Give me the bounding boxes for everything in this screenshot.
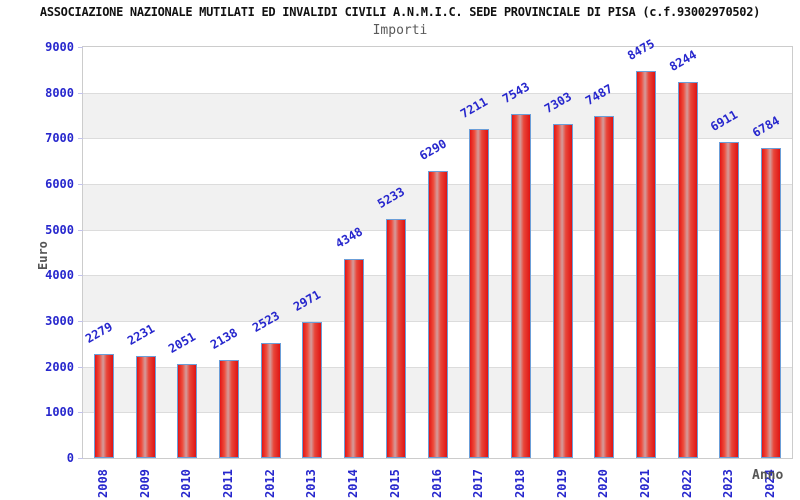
x-axis-tick-label: 2019 [554, 469, 569, 498]
x-axis-tick-label: 2011 [220, 469, 235, 498]
y-axis-tick [78, 412, 83, 414]
bar [260, 342, 281, 458]
y-axis-tick-label: 1000 [45, 405, 74, 420]
bar [93, 353, 114, 458]
x-axis-tick-label: 2020 [596, 469, 611, 498]
chart-title: ASSOCIAZIONE NAZIONALE MUTILATI ED INVAL… [39, 5, 761, 19]
y-axis-title: Euro [36, 241, 50, 270]
y-axis-tick [78, 138, 83, 140]
plot-band [83, 92, 792, 139]
x-axis-tick-label: 2013 [304, 469, 319, 498]
x-axis-tick-label: 2021 [638, 469, 653, 498]
y-axis-tick-label: 0 [66, 451, 74, 465]
bar [636, 70, 657, 458]
gridline [83, 92, 792, 94]
x-axis-tick-label: 2008 [95, 469, 110, 498]
y-axis-tick [78, 366, 83, 368]
y-axis-tick-label: 4000 [45, 268, 74, 283]
x-axis-tick-label: 2009 [137, 469, 152, 498]
bar [385, 219, 406, 458]
y-axis-tick [78, 184, 83, 185]
bar [427, 170, 448, 458]
x-axis-tick-label: 2014 [346, 469, 361, 498]
y-axis-tick [78, 92, 83, 94]
x-axis-tick-label: 2017 [471, 469, 486, 498]
bar [218, 360, 239, 458]
y-axis-tick [78, 321, 83, 322]
gridline [83, 138, 792, 140]
bar [177, 364, 198, 458]
y-axis-tick-label: 3000 [45, 314, 74, 328]
y-axis-tick-label: 8000 [45, 85, 74, 100]
x-axis-tick-label: 2010 [179, 469, 194, 498]
y-axis-tick [78, 47, 83, 48]
bar [344, 259, 365, 458]
bar [135, 356, 156, 458]
x-axis-tick-label: 2018 [512, 469, 527, 498]
y-axis-tick-label: 7000 [45, 131, 74, 146]
y-axis-tick-label: 2000 [45, 359, 74, 374]
x-axis-tick-label: 2015 [387, 469, 402, 498]
y-axis-tick [78, 458, 83, 459]
x-axis-tick-label: 2023 [721, 469, 736, 498]
x-axis-tick-label: 2022 [679, 469, 694, 498]
bar [677, 81, 698, 458]
bar [594, 116, 615, 458]
bar [719, 142, 740, 458]
y-axis-tick-label: 9000 [45, 40, 74, 54]
x-axis-title: Anno [752, 468, 784, 483]
y-axis-tick [78, 229, 83, 231]
y-axis-tick [78, 275, 83, 277]
bar [761, 148, 782, 458]
x-axis-tick-label: 2012 [262, 469, 277, 498]
plot-band [83, 47, 792, 93]
bar [510, 113, 531, 458]
x-axis-tick-label: 2016 [429, 469, 444, 498]
chart-subtitle: Importi [372, 23, 428, 38]
y-axis-tick-label: 6000 [45, 177, 74, 191]
bar [552, 124, 573, 458]
y-axis-tick-label: 5000 [45, 222, 74, 237]
bar [302, 322, 323, 458]
bar [469, 128, 490, 458]
